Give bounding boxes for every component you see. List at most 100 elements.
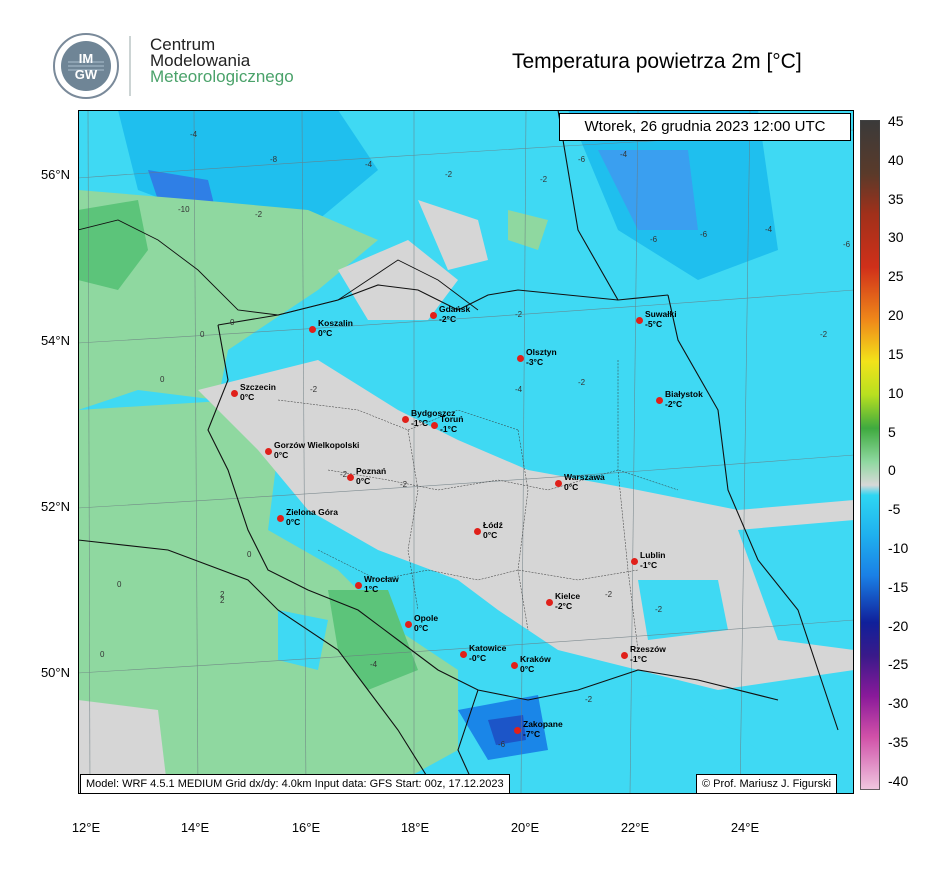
city-label: Kraków 0°C <box>520 654 551 674</box>
org-line-2: Modelowania <box>150 51 251 70</box>
city-name: Rzeszów <box>630 644 666 654</box>
city-dot <box>402 416 409 423</box>
contour-label: 2 <box>220 590 225 599</box>
contour-label: -6 <box>843 240 851 249</box>
colorbar-tick: 5 <box>888 423 896 440</box>
lon-label-24: 24°E <box>730 820 760 835</box>
city-dot <box>277 515 284 522</box>
city-label: Rzeszów -1°C <box>630 644 666 664</box>
city-dot <box>511 662 518 669</box>
colorbar-tick: 15 <box>888 345 904 362</box>
colorbar-tick: 45 <box>888 113 904 129</box>
svg-text:IM: IM <box>79 51 93 66</box>
contour-label: -4 <box>765 225 773 234</box>
contour-label: -6 <box>650 235 658 244</box>
contour-label: -2 <box>400 480 408 489</box>
city-label: Opole 0°C <box>414 613 438 633</box>
city-dot <box>636 317 643 324</box>
colorbar-tick: 0 <box>888 462 896 479</box>
city-name: Gorzów Wielkopolski <box>274 440 360 450</box>
contour-label: -4 <box>515 385 523 394</box>
lon-label-18: 18°E <box>400 820 430 835</box>
lon-label-20: 20°E <box>510 820 540 835</box>
city-dot <box>347 474 354 481</box>
city-name: Poznań <box>356 466 387 476</box>
city-dot <box>460 651 467 658</box>
city-temperature: 0°C <box>240 392 255 402</box>
city-label: Poznań 0°C <box>356 466 386 486</box>
contour-label: -6 <box>700 230 708 239</box>
contour-label: -2 <box>515 310 523 319</box>
city-label: Zakopane -7°C <box>523 719 563 739</box>
colorbar-tick: -25 <box>888 656 909 673</box>
lon-label-12: 12°E <box>71 820 101 835</box>
city-temperature: 0°C <box>318 328 333 338</box>
contour-label: -10 <box>178 205 190 214</box>
contour-label: -4 <box>190 130 198 139</box>
city-dot <box>656 397 663 404</box>
city-label: Warszawa 0°C <box>564 472 605 492</box>
city-temperature: -2°C <box>665 399 683 409</box>
city-temperature: 0°C <box>414 623 429 633</box>
lon-label-14: 14°E <box>180 820 210 835</box>
city-name: Bydgoszcz <box>411 408 456 418</box>
date-label: Wtorek, 26 grudnia 2023 12:00 UTC <box>559 113 851 141</box>
city-name: Lublin <box>640 550 666 560</box>
contour-label: 0 <box>230 318 235 327</box>
city-temperature: 0°C <box>286 517 301 527</box>
colorbar-tick: -20 <box>888 617 909 634</box>
org-line-1: Centrum <box>150 35 216 54</box>
contour-label: -4 <box>620 150 628 159</box>
contour-label: 0 <box>100 650 105 659</box>
contour-label: -4 <box>365 160 373 169</box>
colorbar <box>860 120 880 790</box>
city-name: Suwałki <box>645 309 677 319</box>
city-label: Katowice -0°C <box>469 643 506 663</box>
map-title: Temperatura powietrza 2m [°C] <box>512 50 802 73</box>
contour-label: -4 <box>370 660 378 669</box>
colorbar-tick: 40 <box>888 151 904 168</box>
temperature-map <box>78 110 854 794</box>
city-label: Lublin -1°C <box>640 550 666 570</box>
contour-label: -8 <box>270 155 278 164</box>
lon-label-22: 22°E <box>620 820 650 835</box>
imgw-logo: IM GW <box>53 33 131 99</box>
city-label: Białystok -2°C <box>665 389 703 409</box>
city-temperature: 1°C <box>364 584 379 594</box>
city-label: Koszalin 0°C <box>318 318 353 338</box>
lon-label-16: 16°E <box>291 820 321 835</box>
city-label: Kielce -2°C <box>555 591 580 611</box>
city-name: Opole <box>414 613 439 623</box>
city-label: Toruń -1°C <box>440 414 463 434</box>
city-name: Wrocław <box>364 574 399 584</box>
city-temperature: -2°C <box>439 314 457 324</box>
city-dot <box>514 727 521 734</box>
contour-label: -2 <box>605 590 613 599</box>
city-name: Toruń <box>440 414 464 424</box>
city-temperature: 0°C <box>483 530 498 540</box>
city-dot <box>631 558 638 565</box>
colorbar-tick: -10 <box>888 540 909 557</box>
contour-label: -2 <box>340 470 348 479</box>
city-dot <box>555 480 562 487</box>
city-temperature: -5°C <box>645 319 663 329</box>
contour-label: 0 <box>200 330 205 339</box>
city-dot <box>309 326 316 333</box>
city-label: Suwałki -5°C <box>645 309 677 329</box>
city-name: Katowice <box>469 643 507 653</box>
lat-label-50: 50°N <box>40 665 70 680</box>
city-dot <box>430 312 437 319</box>
contour-label: -2 <box>655 605 663 614</box>
city-temperature: -1°C <box>440 424 458 434</box>
city-name: Białystok <box>665 389 703 399</box>
lat-label-54: 54°N <box>40 333 70 348</box>
contour-label: -2 <box>820 330 828 339</box>
city-dot <box>546 599 553 606</box>
colorbar-tick: -35 <box>888 734 909 751</box>
contour-label: -6 <box>498 740 506 749</box>
colorbar-tick: -30 <box>888 695 909 712</box>
city-name: Szczecin <box>240 382 276 392</box>
contour-label: 0 <box>160 375 165 384</box>
city-dot <box>355 582 362 589</box>
city-temperature: 0°C <box>520 664 535 674</box>
